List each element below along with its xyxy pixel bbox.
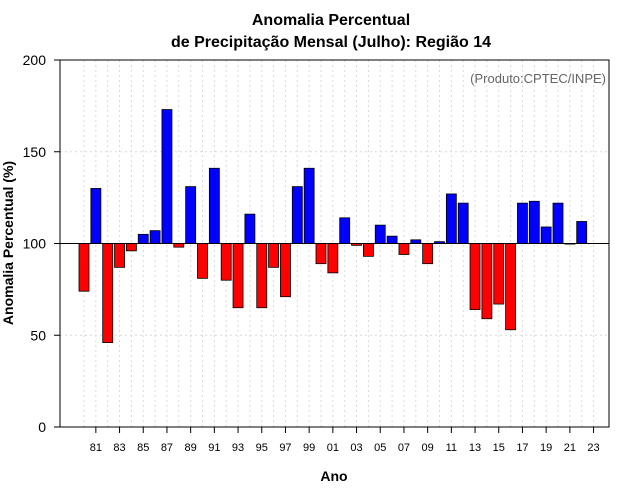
bar-12 [457,202,469,244]
bar-22 [576,221,588,244]
x-tick-label: 07 [398,442,410,454]
chart-title-line1: Anomalia Percentual [252,12,410,29]
bar-15 [493,243,505,305]
y-axis: 0 50 100 150 200 [23,52,60,435]
x-tick-label: 05 [374,442,386,454]
bar-93 [232,243,244,309]
bar-80 [78,243,90,292]
y-tick-label: 150 [23,144,47,160]
bar-94 [244,213,256,244]
bar-20 [552,202,564,244]
chart-title-line2: de Precipitação Mensal (Julho): Região 1… [171,34,491,51]
x-tick-label: 81 [90,442,102,454]
x-tick-label: 11 [446,442,457,454]
bar-04 [362,243,374,257]
bar-81 [90,188,102,244]
x-tick-label: 91 [208,442,220,454]
x-tick-label: 99 [303,442,315,454]
bar-05 [374,224,386,244]
y-axis-label: Anomalia Percentual (%) [0,161,16,325]
x-tick-label: 13 [469,442,481,454]
bar-01 [327,243,339,274]
bar-16 [505,243,517,331]
bar-86 [149,230,161,244]
x-tick-label: 15 [493,442,505,454]
bar-88 [173,243,185,248]
bar-19 [540,226,552,244]
y-tick-label: 0 [38,419,46,435]
bar-84 [126,243,137,252]
x-tick-label: 21 [564,442,576,454]
bar-90 [197,243,208,279]
x-tick-label: 17 [516,442,528,454]
bar-11 [445,193,457,244]
x-tick-label: 95 [256,442,268,454]
bar-02 [339,217,351,244]
bar-07 [398,243,410,255]
bar-17 [517,202,528,244]
bar-82 [102,243,114,343]
bar-18 [528,200,540,244]
x-tick-label: 03 [350,442,362,454]
bar-99 [303,167,315,244]
x-tick-label: 87 [161,442,173,454]
bar-83 [114,243,125,268]
bar-09 [422,243,434,265]
x-tick-label: 19 [540,442,552,454]
grid-lines [60,60,609,427]
bar-98 [291,186,303,244]
bar-89 [185,186,197,244]
x-tick-label: 97 [279,442,291,454]
bar-14 [481,243,493,320]
bar-08 [410,239,422,244]
x-axis-label: Ano [320,468,347,484]
y-tick-label: 200 [23,52,47,68]
x-tick-label: 93 [232,442,244,454]
bar-95 [256,243,268,309]
bar-00 [315,243,327,265]
bar-13 [469,243,481,310]
bar-06 [386,235,398,244]
x-tick-label: 85 [137,442,149,454]
x-tick-label: 83 [113,442,125,454]
bar-92 [220,243,232,281]
bar-85 [137,233,149,244]
x-tick-label: 89 [185,442,197,454]
credit-label: (Produto:CPTEC/INPE) [470,71,606,86]
bar-87 [161,109,173,244]
bar-96 [268,243,280,268]
x-tick-label: 23 [587,442,599,454]
bar-91 [208,167,220,244]
x-tick-label: 01 [327,442,339,454]
x-axis: 81 83 85 87 89 91 93 95 97 99 01 03 05 07 09 11 13 15 17 19… [90,427,600,454]
bar-97 [280,243,291,298]
y-tick-label: 100 [23,236,47,252]
y-tick-label: 50 [30,327,46,343]
bars [78,109,588,343]
x-tick-label: 09 [422,442,434,454]
